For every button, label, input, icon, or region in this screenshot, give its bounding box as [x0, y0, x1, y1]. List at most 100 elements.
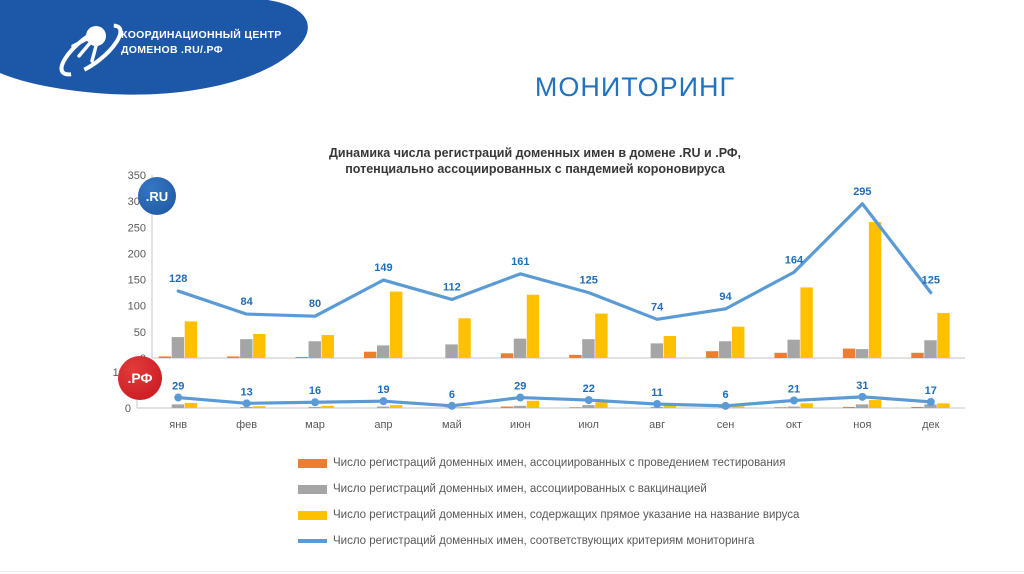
bar — [582, 405, 595, 408]
bar — [582, 339, 595, 358]
bar — [937, 403, 950, 408]
legend-label: Число регистраций доменных имен, ассоции… — [333, 457, 786, 469]
header-band-shape — [0, 0, 308, 95]
line-marker — [447, 401, 456, 410]
bar — [184, 321, 198, 358]
y-tick-label: 0 — [125, 403, 131, 415]
bar — [376, 406, 390, 408]
kc-domains-logo-text: КООРДИНАЦИОННЫЙ ЦЕНТР ДОМЕНОВ .RU/.РФ — [121, 28, 282, 58]
line-marker — [584, 396, 593, 405]
bar — [569, 407, 582, 408]
bar — [389, 405, 403, 408]
header-band — [0, 0, 308, 95]
bar — [253, 406, 266, 408]
bar — [911, 406, 924, 408]
monitoring-line — [176, 395, 933, 408]
satellite-ball — [86, 26, 106, 46]
bar — [445, 344, 458, 358]
bar — [774, 352, 787, 358]
kc-domains-logo-icon — [59, 23, 123, 77]
chart-title: Динамика числа регистраций доменных имен… — [185, 145, 885, 177]
line-marker — [379, 397, 388, 406]
line-marker — [926, 397, 935, 406]
bar — [787, 339, 800, 358]
month-label: дек — [922, 419, 940, 431]
month-label: сен — [717, 419, 735, 431]
bar — [376, 345, 390, 358]
legend-item-1: Число регистраций доменных имен, ассоции… — [298, 483, 799, 495]
data-label: 21 — [788, 383, 800, 395]
data-label: 84 — [241, 296, 254, 308]
month-label: апр — [374, 419, 392, 431]
line-marker — [858, 392, 867, 401]
month-label: мар — [305, 419, 325, 431]
bar — [389, 291, 403, 358]
bar — [706, 351, 719, 358]
legend-bar-swatch — [298, 484, 327, 494]
bar — [171, 404, 185, 408]
bar — [595, 313, 608, 358]
legend-line-swatch — [298, 539, 327, 543]
bar — [321, 334, 334, 358]
month-label: июл — [578, 419, 599, 431]
bar — [569, 354, 582, 358]
data-label: 6 — [449, 389, 455, 401]
data-label: 125 — [580, 275, 598, 287]
chart-title-line-2: потенциально ассоциированных с пандемией… — [345, 162, 725, 176]
bar — [855, 349, 869, 358]
bar — [663, 405, 677, 408]
bar — [732, 406, 745, 408]
legend-item-3: Число регистраций доменных имен, соответ… — [298, 535, 799, 547]
data-label: 161 — [511, 256, 529, 268]
bar — [911, 352, 924, 358]
bar — [924, 404, 937, 408]
legend-bar-swatch — [298, 510, 327, 520]
bar — [500, 406, 514, 408]
data-label: 295 — [853, 186, 871, 198]
data-label: 29 — [172, 381, 184, 393]
bar — [458, 406, 471, 408]
bar — [663, 336, 677, 358]
bar — [253, 333, 266, 358]
satellite-antennas — [71, 37, 98, 63]
bar — [774, 407, 787, 408]
line-marker — [721, 401, 730, 410]
bar — [526, 294, 540, 358]
chart-title-line-1: Динамика числа регистраций доменных имен… — [328, 146, 742, 160]
month-label: авг — [649, 419, 665, 431]
y-tick-label: 350 — [128, 170, 146, 182]
bar — [937, 313, 950, 358]
bar — [719, 341, 732, 358]
data-label: 17 — [925, 385, 937, 397]
month-label: июн — [510, 419, 530, 431]
y-tick-label: 200 — [128, 248, 146, 260]
bar — [800, 287, 813, 358]
bar — [787, 406, 800, 408]
data-label: 128 — [169, 273, 187, 285]
data-label: 80 — [309, 298, 321, 310]
bar — [732, 326, 745, 358]
month-label: ноя — [853, 419, 871, 431]
logo-line-1: КООРДИНАЦИОННЫЙ ЦЕНТР — [121, 29, 282, 41]
bar — [321, 405, 334, 408]
data-label: 6 — [722, 389, 728, 401]
bar — [458, 318, 471, 358]
data-label: 29 — [514, 381, 526, 393]
line-marker — [789, 396, 798, 405]
y-tick-label: 50 — [134, 327, 146, 339]
data-label: 112 — [443, 281, 461, 293]
bar — [308, 341, 321, 358]
orbit-ellipse — [59, 23, 123, 77]
data-label: 22 — [583, 383, 595, 395]
bar — [158, 356, 172, 358]
bar — [500, 353, 514, 358]
y-tick-label: 250 — [128, 222, 146, 234]
bar — [526, 400, 540, 408]
bar — [595, 402, 608, 408]
y-tick-label: 150 — [128, 275, 146, 287]
data-label: 31 — [856, 380, 868, 392]
data-label: 11 — [651, 387, 663, 399]
data-label: 19 — [377, 384, 389, 396]
data-label: 149 — [374, 262, 392, 274]
legend-label: Число регистраций доменных имен, соответ… — [333, 535, 755, 547]
